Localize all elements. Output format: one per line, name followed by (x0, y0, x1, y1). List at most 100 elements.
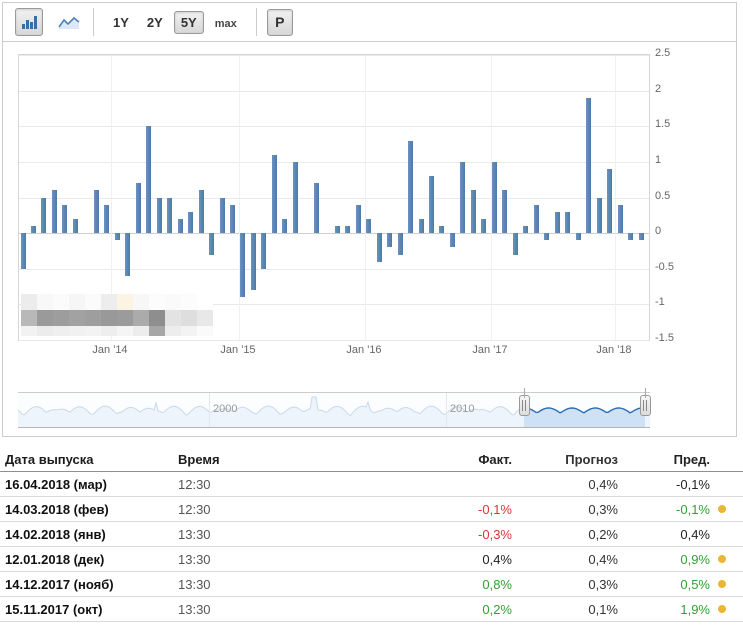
data-bar[interactable] (366, 218, 372, 234)
table-row[interactable]: 14.03.2018 (фев) 12:30 -0,1% 0,3% -0,1% (0, 497, 743, 522)
data-bar[interactable] (638, 233, 644, 241)
range-navigator[interactable]: 2000 2010 (18, 388, 651, 428)
data-bar[interactable] (229, 204, 235, 234)
release-time[interactable]: 13:30 (178, 576, 211, 592)
data-bar[interactable] (334, 226, 340, 234)
data-bar[interactable] (481, 218, 487, 234)
range-button-max[interactable]: max (208, 14, 244, 34)
data-bar[interactable] (209, 233, 215, 255)
release-time[interactable]: 13:30 (178, 551, 211, 567)
table-row[interactable]: 12.01.2018 (дек) 13:30 0,4% 0,4% 0,9% (0, 547, 743, 572)
data-bar[interactable] (240, 233, 246, 298)
table-row[interactable]: 15.11.2017 (окт) 13:30 0,2% 0,1% 1,9% (0, 597, 743, 622)
data-bar[interactable] (376, 233, 382, 262)
release-time[interactable]: 12:30 (178, 476, 211, 492)
data-bar[interactable] (345, 226, 351, 234)
range-button-2Y[interactable]: 2Y (140, 11, 170, 34)
v-gridline (111, 55, 112, 340)
data-bar[interactable] (198, 190, 204, 234)
y-tick-label: 0.5 (655, 189, 671, 202)
table-body: 16.04.2018 (мар) 12:30 0,4% -0,1% 14.03.… (0, 472, 743, 622)
previous-value: -0,1% (676, 501, 710, 517)
data-bar[interactable] (544, 233, 550, 241)
data-bar[interactable] (219, 197, 225, 234)
data-bar[interactable] (586, 97, 592, 234)
data-bar[interactable] (177, 218, 183, 234)
previous-value: 0,9% (680, 551, 710, 567)
header-previous: Пред. (673, 451, 710, 467)
data-bar[interactable] (439, 226, 445, 234)
range-button-1Y[interactable]: 1Y (106, 11, 136, 34)
data-bar[interactable] (51, 190, 57, 234)
y-tick-label: 1.5 (655, 118, 671, 131)
table-row[interactable]: 16.04.2018 (мар) 12:30 0,4% -0,1% (0, 472, 743, 497)
data-bar[interactable] (617, 204, 623, 234)
x-tick-label: Jan '14 (92, 344, 128, 356)
data-bar[interactable] (167, 197, 173, 234)
table-row[interactable]: 14.12.2017 (нояб) 13:30 0,8% 0,3% 0,5% (0, 572, 743, 597)
header-forecast: Прогноз (565, 451, 618, 467)
data-bar[interactable] (156, 197, 162, 234)
data-bar[interactable] (313, 183, 319, 234)
data-bar[interactable] (607, 169, 613, 234)
table-row[interactable]: 14.02.2018 (янв) 13:30 -0,3% 0,2% 0,4% (0, 522, 743, 547)
data-bar[interactable] (533, 204, 539, 234)
data-bar[interactable] (449, 233, 455, 248)
toolbar-divider (93, 8, 94, 36)
data-bar[interactable] (387, 233, 393, 248)
data-bar[interactable] (135, 183, 141, 234)
data-bar[interactable] (596, 197, 602, 234)
actual-value: 0,4% (482, 551, 512, 567)
forecast-value: 0,1% (588, 601, 618, 617)
release-time[interactable]: 13:30 (178, 601, 211, 617)
data-bar[interactable] (261, 233, 267, 269)
data-bar[interactable] (146, 126, 152, 234)
data-bar[interactable] (282, 218, 288, 234)
data-bar[interactable] (502, 190, 508, 234)
h-gridline (19, 340, 649, 341)
data-bar[interactable] (565, 211, 571, 234)
data-bar[interactable] (408, 140, 414, 234)
data-bar[interactable] (250, 233, 256, 291)
forecast-value: 0,4% (588, 476, 618, 492)
data-bar[interactable] (93, 190, 99, 234)
data-bar[interactable] (62, 204, 68, 234)
data-bar[interactable] (355, 204, 361, 234)
header-actual: Факт. (478, 451, 512, 467)
release-date: 14.03.2018 (фев) (5, 501, 109, 517)
data-bar[interactable] (523, 226, 529, 234)
data-bar[interactable] (470, 190, 476, 234)
data-bar[interactable] (41, 197, 47, 234)
navigator-right-handle[interactable] (640, 388, 651, 416)
data-bar[interactable] (554, 211, 560, 234)
data-bar[interactable] (72, 218, 78, 234)
data-bar[interactable] (271, 154, 277, 234)
data-bar[interactable] (429, 176, 434, 234)
navigator-left-handle[interactable] (519, 388, 530, 416)
data-bar[interactable] (104, 204, 110, 234)
data-bar[interactable] (188, 211, 194, 234)
data-bar[interactable] (30, 226, 36, 234)
data-bar[interactable] (114, 233, 120, 241)
release-date: 14.02.2018 (янв) (5, 526, 106, 542)
bar-chart-plot-area[interactable] (18, 54, 650, 341)
data-bar[interactable] (575, 233, 581, 241)
release-time[interactable]: 13:30 (178, 526, 211, 542)
previous-value: 0,4% (680, 526, 710, 542)
v-gridline (365, 55, 366, 340)
data-bar[interactable] (512, 233, 518, 255)
data-bar[interactable] (292, 161, 298, 234)
data-bar[interactable] (460, 161, 466, 234)
line-chart-type-button[interactable] (55, 8, 83, 36)
bar-chart-icon (21, 15, 37, 29)
p-button[interactable]: P (266, 8, 293, 36)
data-bar[interactable] (418, 218, 424, 234)
range-button-5Y[interactable]: 5Y (173, 10, 204, 34)
data-bar[interactable] (397, 233, 403, 255)
release-time[interactable]: 12:30 (178, 501, 211, 517)
bar-chart-type-button[interactable] (15, 8, 43, 36)
data-bar[interactable] (20, 233, 26, 269)
data-bar[interactable] (491, 161, 497, 234)
data-bar[interactable] (628, 233, 634, 241)
data-bar[interactable] (125, 233, 131, 276)
